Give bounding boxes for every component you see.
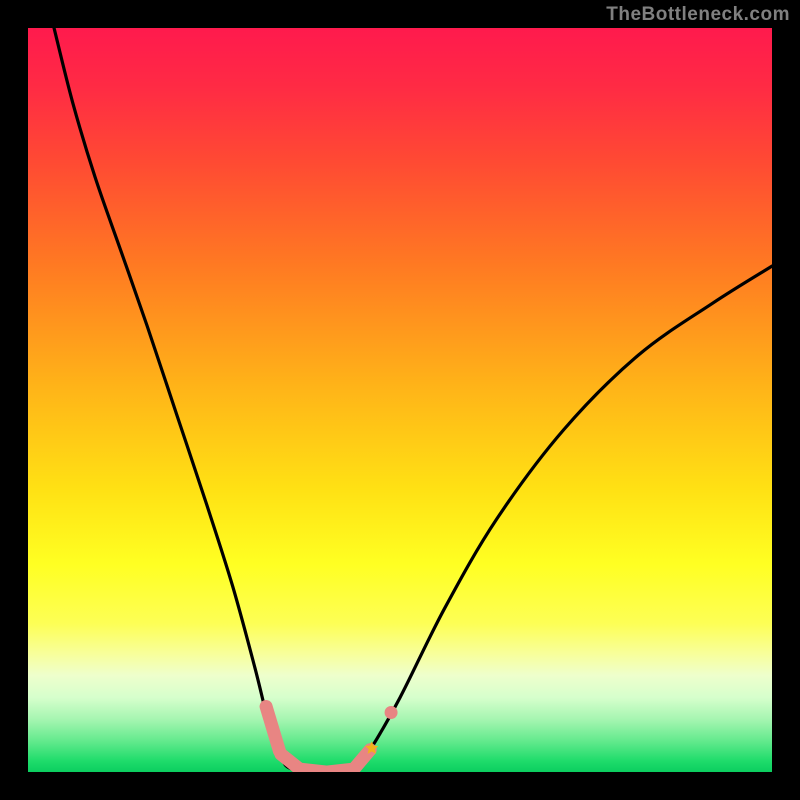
v-curve-path (54, 28, 772, 772)
marker-joint (260, 700, 272, 712)
marker-dot (385, 706, 398, 719)
chart-frame: TheBottleneck.com (0, 0, 800, 800)
watermark-text: TheBottleneck.com (606, 4, 790, 26)
bottleneck-curve (28, 28, 772, 772)
marker-joint (275, 748, 287, 760)
marker-segment (266, 707, 279, 752)
plot-area (28, 28, 772, 772)
